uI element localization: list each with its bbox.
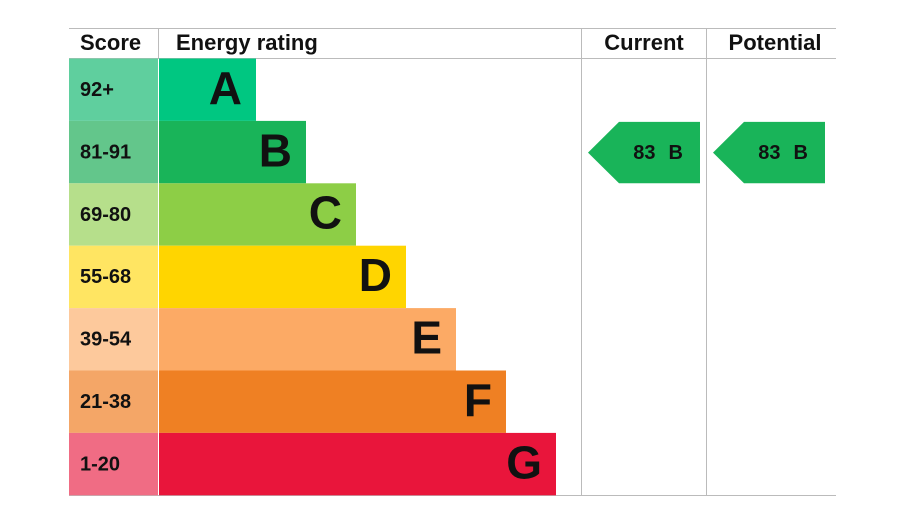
rating-bar [159,120,306,184]
header-current: Current [604,30,684,55]
score-cell [69,58,158,121]
score-cell [69,245,158,309]
score-cell [69,370,158,433]
band-letter: E [411,311,442,363]
band-letter: C [309,187,342,239]
rating-bar [159,370,506,433]
rating-bar [159,245,406,309]
current-score: 83 [633,142,655,164]
header-score: Score [80,30,141,55]
band-letter: A [209,62,242,114]
rating-bar [159,58,256,121]
potential-score: 83 [758,142,780,164]
score-cell [69,308,158,371]
rating-bar [159,432,556,496]
score-range: 69-80 [80,204,131,226]
header-potential: Potential [729,30,822,55]
band-letter: F [464,374,492,426]
score-range: 55-68 [80,266,131,288]
potential-band: B [794,142,808,164]
band-letter: B [259,124,292,176]
rating-bar [159,183,356,246]
band-letter: G [506,436,542,488]
header-rating: Energy rating [176,30,318,55]
score-range: 21-38 [80,391,131,413]
score-range: 1-20 [80,453,120,475]
potential-arrow [713,121,825,184]
score-range: 39-54 [80,329,132,351]
current-arrow [588,121,700,184]
score-cell [69,432,158,496]
score-range: 92+ [80,79,114,101]
score-range: 81-91 [80,141,131,163]
current-band: B [669,142,683,164]
rating-bar [159,308,456,371]
band-letter: D [359,249,392,301]
score-cell [69,183,158,246]
score-cell [69,120,158,184]
